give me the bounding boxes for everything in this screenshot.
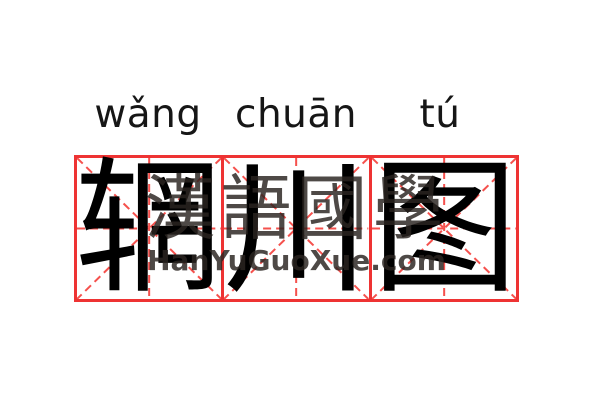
grid-cell-1 [77, 158, 222, 299]
mizige-guide-lines [224, 158, 369, 299]
pinyin-syllable-2: chuān [235, 92, 357, 137]
character-grid [74, 155, 519, 302]
pinyin-syllable-3: tú [419, 92, 461, 137]
mizige-guide-lines [371, 158, 516, 299]
pinyin-syllable-1: wǎng [94, 92, 202, 137]
grid-cell-2 [221, 158, 369, 299]
grid-cell-3 [368, 158, 516, 299]
mizige-guide-lines [77, 158, 222, 299]
